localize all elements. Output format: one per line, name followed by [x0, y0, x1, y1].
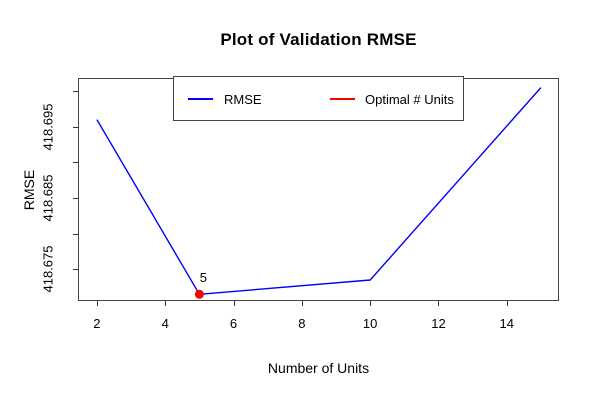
rmse-line-chart — [96, 87, 542, 299]
y-tick — [73, 269, 78, 271]
x-tick — [301, 301, 303, 306]
x-tick — [370, 301, 372, 306]
x-tick — [233, 301, 235, 306]
x-axis-title: Number of Units — [267, 360, 370, 376]
x-tick — [438, 301, 440, 306]
x-tick — [506, 301, 508, 306]
legend-swatch-rmse-line — [188, 98, 213, 100]
y-tick — [73, 126, 78, 128]
y-tick — [73, 162, 78, 164]
legend-swatch-optimal-line — [330, 98, 355, 100]
y-tick-label: 418.695 — [40, 103, 56, 151]
y-tick — [73, 198, 78, 200]
y-tick-label: 418.675 — [40, 245, 56, 293]
rmse-line — [96, 87, 542, 296]
plot-area: RMSE Optimal # Units — [78, 76, 559, 301]
y-tick — [73, 91, 78, 93]
optimal-point-label: 5 — [199, 270, 207, 286]
y-axis-title: RMSE — [21, 169, 37, 211]
x-tick-label: 2 — [93, 316, 101, 331]
x-tick-label: 4 — [161, 316, 169, 331]
optimal-point — [194, 289, 204, 299]
legend-label-rmse: RMSE — [224, 92, 262, 107]
legend-label-optimal-units: Optimal # Units — [365, 92, 454, 107]
y-tick — [73, 233, 78, 235]
x-tick-label: 10 — [362, 316, 378, 331]
x-tick — [165, 301, 167, 306]
legend: RMSE Optimal # Units — [173, 76, 464, 121]
x-tick-label: 8 — [298, 316, 306, 331]
y-tick-label: 418.685 — [40, 174, 56, 222]
x-tick-label: 12 — [431, 316, 446, 331]
x-tick — [96, 301, 98, 306]
x-tick-label: 14 — [499, 316, 514, 331]
x-tick-label: 6 — [229, 316, 238, 331]
chart-title: Plot of Validation RMSE — [220, 30, 417, 49]
